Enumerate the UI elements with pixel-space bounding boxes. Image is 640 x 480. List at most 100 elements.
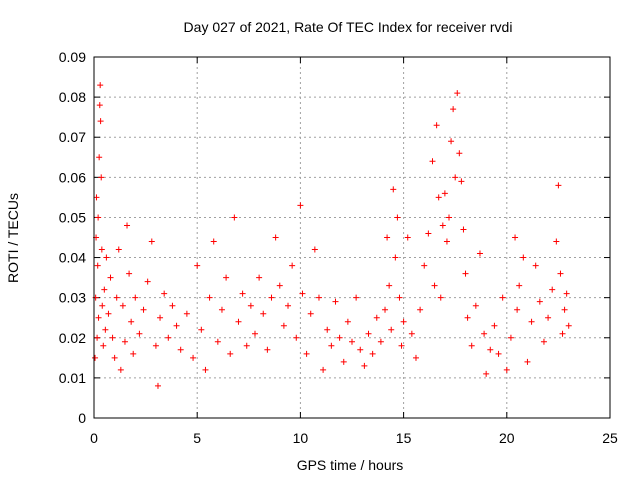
data-point: [514, 306, 521, 313]
data-point: [452, 174, 459, 181]
data-point: [512, 234, 519, 241]
data-point: [495, 350, 502, 357]
data-point: [293, 334, 300, 341]
x-tick-label: 15: [396, 430, 412, 446]
data-point: [532, 262, 539, 269]
data-point: [98, 246, 105, 253]
data-point: [487, 346, 494, 353]
data-point: [353, 294, 360, 301]
data-point: [412, 354, 419, 361]
data-point: [441, 190, 448, 197]
data-point: [130, 350, 137, 357]
data-point: [561, 306, 568, 313]
data-point: [545, 314, 552, 321]
data-point: [132, 294, 139, 301]
data-point: [336, 334, 343, 341]
data-point: [152, 342, 159, 349]
data-point: [388, 326, 395, 333]
data-point: [425, 230, 432, 237]
x-tick-label: 25: [602, 430, 618, 446]
data-point: [128, 318, 135, 325]
data-point: [247, 302, 254, 309]
x-tick-label: 10: [293, 430, 309, 446]
data-point: [260, 310, 267, 317]
data-point: [101, 286, 108, 293]
x-tick-label: 20: [499, 430, 515, 446]
data-point: [369, 350, 376, 357]
data-point: [394, 214, 401, 221]
data-point: [404, 234, 411, 241]
data-point: [280, 322, 287, 329]
data-point: [99, 302, 106, 309]
data-point: [154, 382, 161, 389]
data-point: [503, 366, 510, 373]
data-point: [272, 234, 279, 241]
data-point: [446, 214, 453, 221]
data-point: [328, 342, 335, 349]
data-point: [332, 298, 339, 305]
data-point: [95, 314, 102, 321]
data-point: [115, 246, 122, 253]
data-point: [126, 270, 133, 277]
x-axis-label: GPS time / hours: [297, 457, 404, 473]
data-point: [433, 122, 440, 129]
x-tick-label: 5: [193, 430, 201, 446]
data-point: [100, 342, 107, 349]
data-point: [324, 326, 331, 333]
data-point: [454, 90, 461, 97]
data-point: [565, 322, 572, 329]
data-point: [297, 202, 304, 209]
y-tick-label: 0.07: [59, 129, 86, 145]
data-point: [462, 270, 469, 277]
data-point: [340, 358, 347, 365]
data-point: [98, 174, 105, 181]
data-point: [243, 342, 250, 349]
data-point: [443, 238, 450, 245]
data-point: [396, 294, 403, 301]
data-point: [516, 282, 523, 289]
x-tick-labels: 0 5 10 15 20 25: [90, 430, 618, 446]
data-point: [177, 346, 184, 353]
data-point: [439, 222, 446, 229]
data-point: [289, 262, 296, 269]
data-point: [435, 194, 442, 201]
data-point: [96, 154, 103, 161]
data-point: [549, 286, 556, 293]
data-point: [398, 342, 405, 349]
data-point: [95, 214, 102, 221]
data-point: [111, 354, 118, 361]
data-point: [520, 254, 527, 261]
data-points: [92, 82, 572, 389]
data-point: [553, 238, 560, 245]
data-point: [235, 318, 242, 325]
data-point: [390, 186, 397, 193]
data-point: [563, 290, 570, 297]
data-point: [472, 302, 479, 309]
data-point: [97, 82, 104, 89]
data-point: [299, 290, 306, 297]
data-point: [429, 158, 436, 165]
data-point: [320, 366, 327, 373]
data-point: [218, 306, 225, 313]
y-tick-label: 0.06: [59, 169, 86, 185]
data-point: [161, 290, 168, 297]
data-point: [450, 106, 457, 113]
data-point: [113, 294, 120, 301]
data-point: [315, 294, 322, 301]
data-point: [524, 358, 531, 365]
data-point: [400, 318, 407, 325]
data-point: [202, 366, 209, 373]
y-tick-label: 0.04: [59, 250, 86, 266]
data-point: [148, 238, 155, 245]
data-point: [227, 350, 234, 357]
data-point: [102, 326, 109, 333]
data-point: [555, 182, 562, 189]
y-tick-label: 0.01: [59, 370, 86, 386]
y-tick-label: 0.09: [59, 49, 86, 65]
plot-frame: [93, 56, 611, 419]
data-point: [476, 250, 483, 257]
y-axis-label: ROTI / TECUs: [5, 193, 21, 283]
data-point: [421, 262, 428, 269]
data-point: [377, 338, 384, 345]
